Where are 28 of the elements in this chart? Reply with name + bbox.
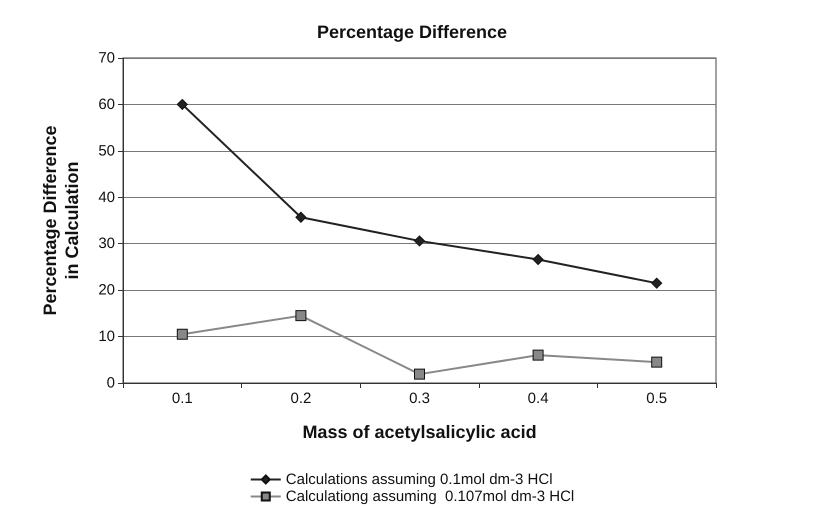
point [176,328,188,340]
x-tick-label: 0.1 [172,390,193,407]
y-tick-label: 30 [98,235,115,252]
y-tick-label: 20 [98,282,115,299]
y-tick-label: 10 [98,328,115,346]
y-tick-label: 60 [98,96,115,113]
point [651,356,662,368]
x-tick-label: 0.5 [646,390,668,407]
point [651,278,662,289]
x-tick-label: 0.2 [290,390,312,407]
legend-label: Calculations assuming 0.1mol dm-3 HCl [286,471,553,488]
point [532,254,544,265]
point [295,212,306,223]
legend-label: Calculationg assuming 0.107mol dm-3 HCl [286,488,574,505]
point [176,98,188,110]
y-tick-label: 40 [98,188,115,206]
x-tick-label: 0.4 [528,390,549,407]
y-axis-title: Percentage Difference in Calculation [40,125,82,316]
point [532,350,544,361]
y-tick-label: 50 [98,142,115,160]
point [414,368,425,380]
y-tick-label: 70 [98,50,115,66]
point [295,310,306,322]
x-axis-title: Mass of acetylsalicylic acid [302,422,537,442]
x-tick-label: 0.3 [409,390,430,407]
y-tick-label: 0 [106,374,115,392]
chart-title: Percentage Difference [316,22,508,42]
point [414,235,425,246]
